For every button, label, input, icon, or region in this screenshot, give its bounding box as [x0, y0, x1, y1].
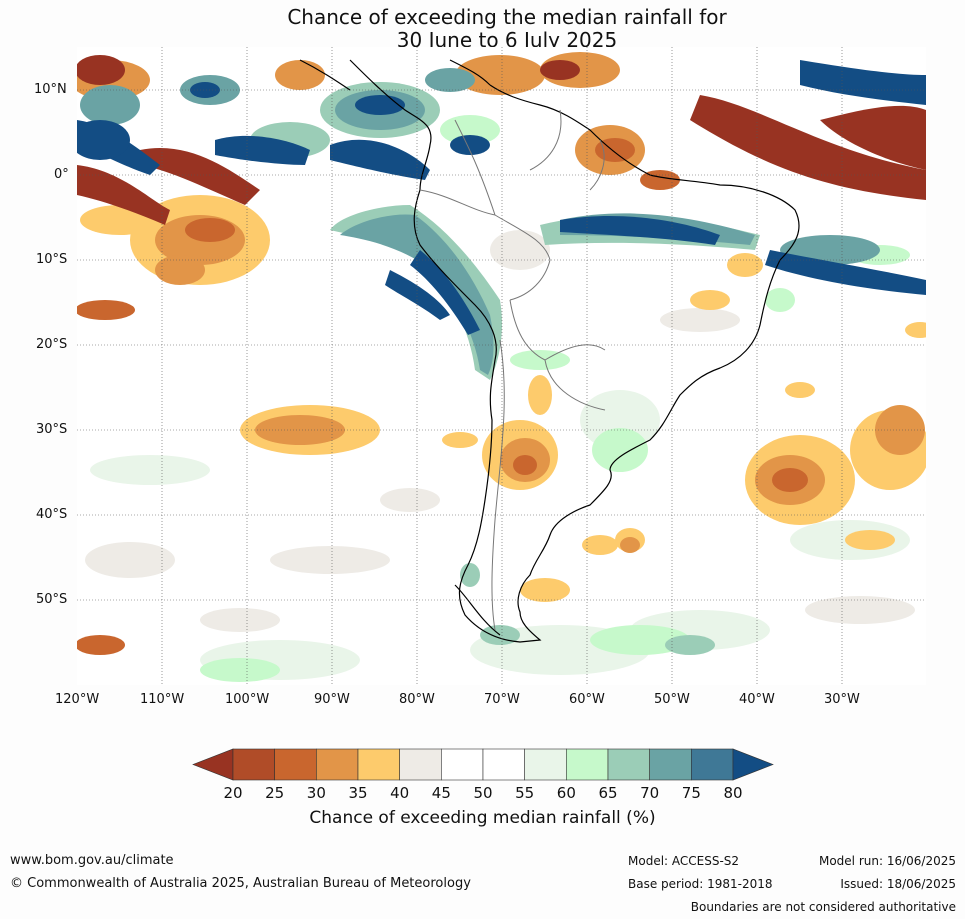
- colorbar-cell: [691, 748, 734, 781]
- country-borders: [419, 109, 606, 631]
- lon-label: 120°W: [55, 692, 100, 707]
- map-title-line-1: Chance of exceeding the median rainfall …: [287, 5, 727, 29]
- colorbar-tick-label: 25: [265, 784, 285, 802]
- colorbar-cell: [524, 748, 567, 781]
- colorbar-cell: [316, 748, 359, 781]
- lon-label: 30°W: [824, 692, 860, 707]
- colorbar-cell: [232, 748, 275, 781]
- lat-label: 30°S: [36, 422, 68, 437]
- colorbar-tick-label: 80: [723, 784, 743, 802]
- colorbar-label: Chance of exceeding median rainfall (%): [309, 808, 656, 828]
- lon-label: 40°W: [739, 692, 775, 707]
- colorbar-low-arrow: [192, 748, 234, 781]
- colorbar-cell: [607, 748, 650, 781]
- colorbar-tick-label: 75: [681, 784, 701, 802]
- model-text: Model: ACCESS-S2: [628, 854, 740, 868]
- colorbar-tick-label: 65: [598, 784, 618, 802]
- lon-label: 80°W: [399, 692, 435, 707]
- map-title-line-2: 30 June to 6 July 2025: [396, 28, 618, 52]
- colorbar-tick-label: 20: [223, 784, 243, 802]
- colorbar-high-arrow: [732, 748, 774, 781]
- graticule: [77, 47, 926, 685]
- colorbar-tick-label: 35: [348, 784, 368, 802]
- lon-label: 60°W: [569, 692, 605, 707]
- colorbar-tick-label: 40: [390, 784, 410, 802]
- lat-label: 40°S: [36, 507, 68, 522]
- colorbar-cell: [399, 748, 442, 781]
- colorbar-cell: [357, 748, 400, 781]
- lat-label: 50°S: [36, 592, 68, 607]
- colorbar-tick-label: 45: [431, 784, 451, 802]
- website-link[interactable]: www.bom.gov.au/climate: [10, 853, 174, 868]
- colorbar-cell: [649, 748, 692, 781]
- colorbar-tick-label: 55: [515, 784, 535, 802]
- colorbar-cell: [482, 748, 525, 781]
- lon-label: 110°W: [140, 692, 185, 707]
- copyright-text: © Commonwealth of Australia 2025, Austra…: [10, 876, 471, 891]
- lon-label: 90°W: [314, 692, 350, 707]
- colorbar-tick-label: 60: [556, 784, 576, 802]
- lat-label: 20°S: [36, 337, 68, 352]
- lat-label: 0°: [54, 167, 69, 182]
- lat-label: 10°S: [36, 252, 68, 267]
- colorbar-tick-label: 30: [306, 784, 326, 802]
- lat-label: 10°N: [34, 82, 67, 97]
- colorbar-tick-label: 70: [640, 784, 660, 802]
- issued-text: Issued: 18/06/2025: [840, 877, 956, 891]
- lon-label: 70°W: [484, 692, 520, 707]
- coastline: [299, 59, 800, 643]
- lon-label: 50°W: [654, 692, 690, 707]
- colorbar-cell: [441, 748, 484, 781]
- disclaimer-text: Boundaries are not considered authoritat…: [690, 900, 956, 914]
- lon-label: 100°W: [225, 692, 270, 707]
- colorbar-tick-label: 50: [473, 784, 493, 802]
- colorbar-cell: [274, 748, 317, 781]
- base-period-text: Base period: 1981-2018: [628, 877, 773, 891]
- colorbar-cell: [566, 748, 609, 781]
- model-run-text: Model run: 16/06/2025: [818, 854, 956, 868]
